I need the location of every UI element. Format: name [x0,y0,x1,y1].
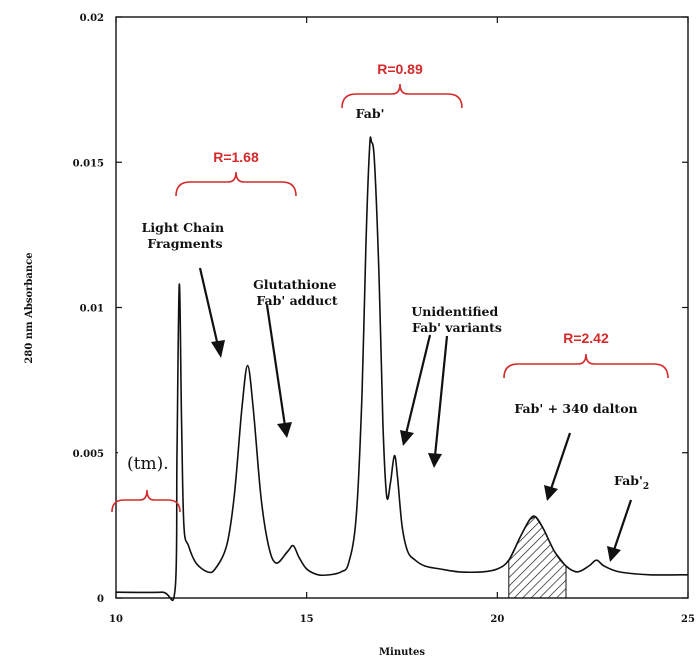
label-light-chain-2: Fragments [147,236,222,251]
label-unidentified-1: Unidentified [411,304,498,319]
arrow-unidentified-1-head [400,430,414,446]
bracket-tm [111,489,181,513]
y-tick-label: 0 [97,594,104,605]
label-glutathione-1: Glutathione [253,277,336,292]
y-axis-title: 280 nm Absorbance [24,252,35,363]
plot-border [115,16,689,599]
x-axis-title: Minutes [379,647,425,658]
brackets [111,83,669,513]
label-glutathione: Glutathione Fab' adduct [253,277,341,308]
arrow-unidentified-1 [404,334,432,435]
r-label-2: R=0.89 [377,61,423,77]
tm-label: (tm). [127,454,169,474]
label-fab-prime: Fab' [356,106,385,121]
arrow-glutathione [265,304,287,427]
r-label-1: R=1.68 [213,149,259,165]
arrow-light-chain-head [211,340,225,358]
arrows [198,267,633,562]
arrow-fab2 [612,499,633,551]
x-tick-label: 10 [109,614,123,625]
bracket-r168 [175,171,297,197]
plot-frame [115,16,689,599]
bracket-r089 [341,83,463,109]
arrow-light-chain [198,267,220,347]
arrow-unidentified-2 [433,335,449,457]
arrow-glutathione-head [277,422,292,438]
label-fab2-sub: 2 [643,482,649,492]
label-light-chain: Light Chain Fragments [142,220,229,251]
axis-ticks: 10 15 20 25 0 0.005 0.01 0.015 0.02 [73,13,695,625]
tm-label-bg [118,448,176,476]
r-label-3: R=2.42 [563,330,609,346]
label-fab2-main: Fab' [614,473,643,488]
label-fab2: Fab'2 [614,473,649,492]
label-glutathione-2: Fab' adduct [256,293,337,308]
label-fab-340: Fab' + 340 dalton [514,401,637,416]
y-tick-label: 0.005 [73,449,104,460]
x-tick-label: 25 [681,614,695,625]
y-tick-label: 0.02 [80,13,104,24]
label-light-chain-1: Light Chain [142,220,224,235]
label-unidentified-2: Fab' variants [412,320,502,335]
bracket-r242 [503,353,669,379]
y-tick-label: 0.015 [73,158,104,169]
label-unidentified: Unidentified Fab' variants [411,304,502,335]
arrow-fab-340-head [544,485,558,501]
chromatogram-trace [115,136,689,602]
arrow-fab-340 [549,432,572,490]
arrow-unidentified-2-head [428,453,442,468]
y-tick-label: 0.01 [80,304,104,315]
x-tick-label: 20 [490,614,504,625]
x-tick-label: 15 [300,614,314,625]
arrow-fab2-head [607,546,621,562]
